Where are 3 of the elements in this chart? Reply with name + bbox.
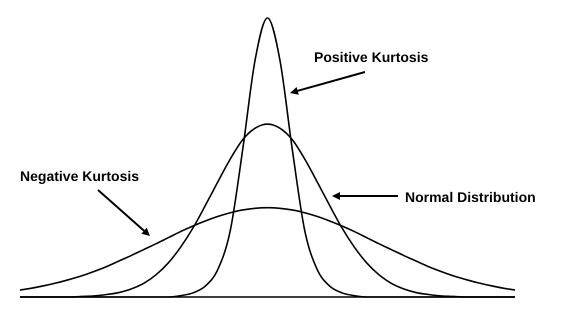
- text: Positive Kurtosis: [314, 49, 429, 65]
- legend-label: Normal Distribution: [405, 189, 536, 205]
- text: Negative Kurtosis: [20, 168, 140, 184]
